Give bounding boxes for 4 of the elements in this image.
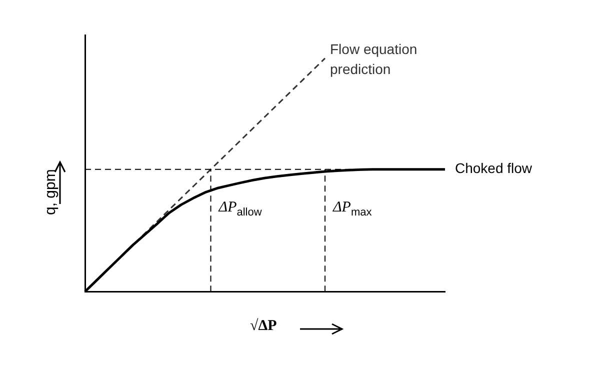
series-label: Flow equation prediction xyxy=(330,41,418,78)
y-axis-title: q, gpm xyxy=(42,169,59,215)
x-axis-title: √ΔP xyxy=(250,318,277,335)
series-label: Choked flow xyxy=(455,160,533,176)
